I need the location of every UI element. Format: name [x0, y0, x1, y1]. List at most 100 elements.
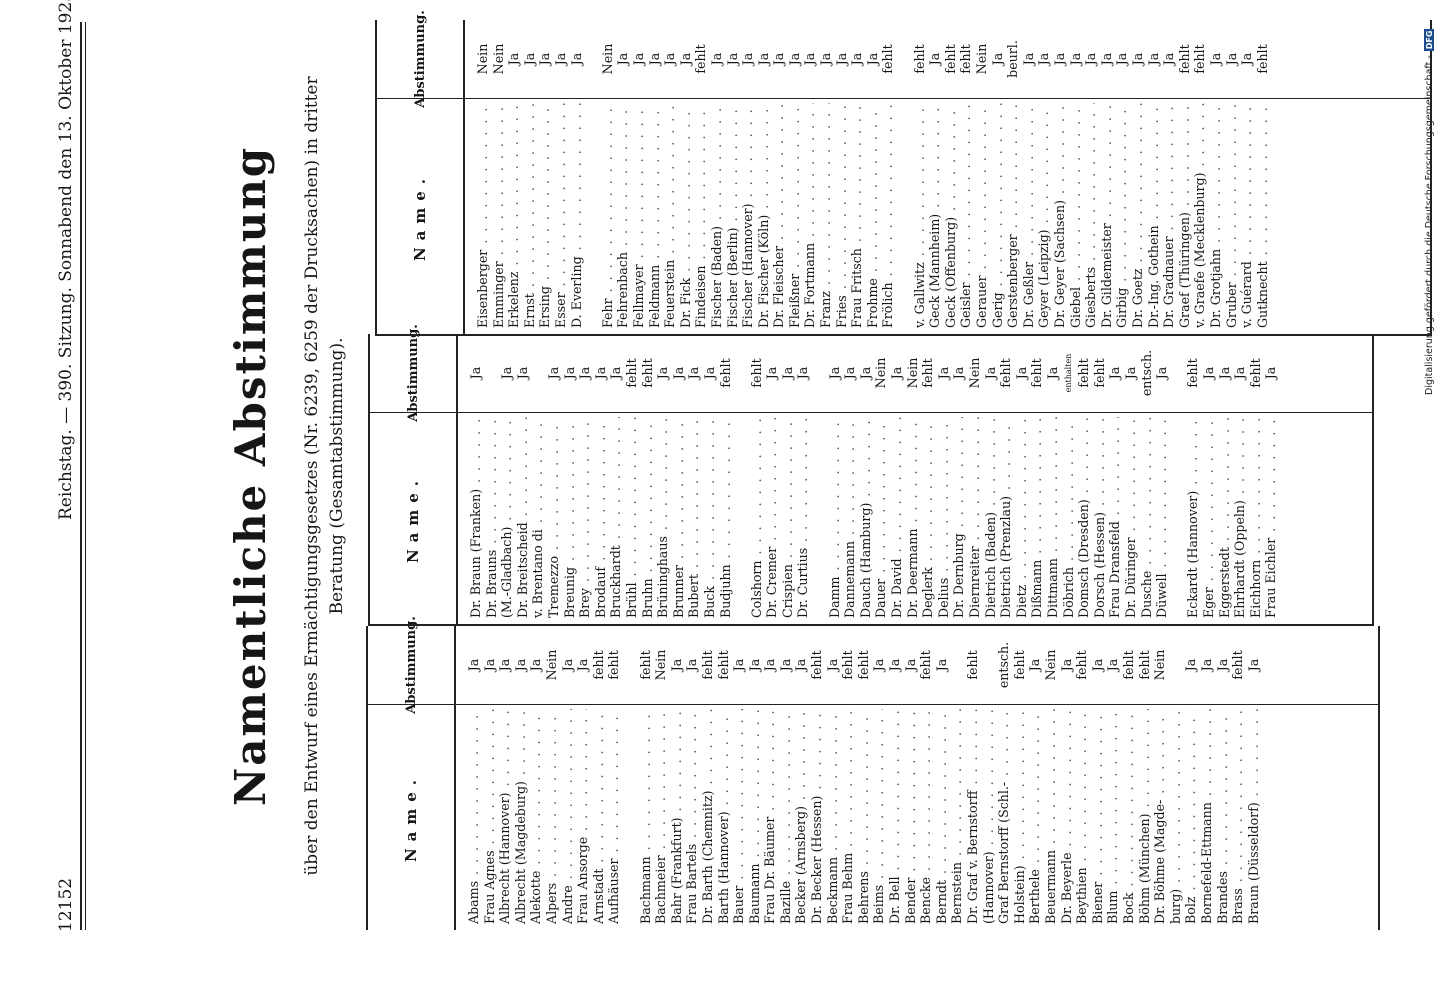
- table-row-name: Bubert . . . . . . . . . . . . . . . . .…: [686, 417, 702, 618]
- leader-dots: . . . . . . . . . . . . . . . . . . . .: [1232, 417, 1247, 500]
- table-row-name: Dr. Gildemeister . . . . . . . . . . . .…: [1099, 103, 1115, 328]
- table-row-vote: Ja: [842, 366, 858, 380]
- table-row-vote: Ja: [1020, 52, 1036, 66]
- vote-list: Ja Ja Ja Ja Ja Nein Ja Ja fehlt fehlt fehlt Nein Ja J…: [456, 626, 1378, 705]
- table-row-name: Alpers . . . . . . . . . . . . . . . . .…: [544, 709, 560, 924]
- table-row-vote: fehlt: [699, 650, 715, 680]
- table-row-name: Bock . . . . . . . . . . . . . . . . . .…: [1121, 709, 1137, 924]
- leader-dots: . . . . . . . . . . . . . . . . . . . .: [506, 103, 522, 272]
- document-subtitle: über den Entwurf eines Ermächtigungsgese…: [300, 22, 350, 930]
- table-row-vote: Ja: [1027, 658, 1043, 672]
- table-row-vote: fehlt: [809, 650, 825, 680]
- table-row-name: Brühl . . . . . . . . . . . . . . . . . …: [624, 417, 640, 618]
- table-row-vote: Ja: [481, 658, 497, 672]
- leader-dots: . . . . . . . . . . . . . . . . . . . .: [1216, 417, 1232, 548]
- table-row-name: Berthele . . . . . . . . . . . . . . . .…: [1027, 709, 1043, 924]
- table-row-name: Gutknecht . . . . . . . . . . . . . . . …: [1255, 103, 1271, 328]
- leader-dots: . . . . . . . . . . . . . . . . . . . .: [1067, 103, 1083, 287]
- leader-dots: . . . . . . . . . . . . . . . . . . . .: [880, 103, 896, 283]
- leader-dots: . . . . . . . . . . . . . . . . . . . .: [889, 417, 905, 559]
- table-row-name: Bornefeld-Ettmann . . . . . . . . . . . …: [1199, 709, 1215, 924]
- leader-dots: . . . . . . . . . . . . . . . . . . . .: [577, 417, 593, 589]
- table-row-name: Frau Fritsch . . . . . . . . . . . . . .…: [849, 103, 865, 328]
- leader-dots: . . . . . . . . . . . . . . . . . . . .: [1036, 103, 1052, 230]
- table-row-name: Beims . . . . . . . . . . . . . . . . . …: [871, 709, 887, 924]
- table-row-name: Franz . . . . . . . . . . . . . . . . . …: [818, 103, 834, 328]
- leader-dots: . . . . . . . . . . . . . . . . . . . .: [1027, 709, 1043, 870]
- leader-dots: . . . . . . . . . . . . . . . . . . . .: [701, 417, 717, 586]
- table-row-vote: Nein: [490, 43, 506, 75]
- table-row-vote: Ja: [933, 658, 949, 672]
- leader-dots: . . . . . . . . . . . . . . . . . . . .: [1107, 417, 1122, 521]
- table-row-vote: fehlt: [942, 44, 958, 74]
- leader-dots: . . . . . . . . . . . . . . . . . . . .: [980, 709, 996, 852]
- vote-table-column-2: Name. Abstimmung. Dr. Braun (Franken) . …: [368, 324, 1374, 626]
- table-row-vote: Ja: [951, 366, 967, 380]
- vote-table-column-3: Name. Abstimmung. Eisenberger . . . . . …: [375, 10, 1432, 336]
- table-row-vote: fehlt: [748, 358, 764, 388]
- table-row-vote: Ja: [512, 658, 528, 672]
- table-row-vote: [530, 334, 546, 412]
- table-row-name: Fischer (Hannover) . . . . . . . . . . .…: [740, 103, 756, 328]
- leader-dots: . . . . . . . . . . . . . . . . . . . .: [949, 709, 965, 863]
- leader-dots: . . . . . . . . . . . . . . . . . . . .: [1199, 709, 1214, 802]
- table-row-vote: Ja: [724, 52, 740, 66]
- table-row-name: Brandes . . . . . . . . . . . . . . . . …: [1215, 709, 1231, 924]
- leader-dots: . . . . . . . . . . . . . . . . . . . .: [748, 417, 764, 561]
- name-list: Dr. Braun (Franken) . . . . . . . . . . …: [458, 413, 1372, 624]
- leader-dots: . . . . . . . . . . . . . . . . . . . .: [590, 709, 606, 869]
- table-row-vote: fehlt: [958, 44, 974, 74]
- vote-list: Ja Ja Ja Ja Ja Ja Ja Ja fehlt fehlt Ja Ja Ja Ja fehlt f…: [458, 334, 1372, 413]
- leader-dots: . . . . . . . . . . . . . . . . . . . .: [490, 103, 506, 262]
- table-row-name: Dr. Geyer (Sachsen) . . . . . . . . . . …: [1052, 103, 1068, 328]
- table-row-vote: Nein: [599, 43, 615, 75]
- table-row-vote: Ja: [764, 366, 780, 380]
- table-row-name: Beckmann . . . . . . . . . . . . . . . .…: [825, 709, 841, 924]
- table-row-name: Frau Agnes . . . . . . . . . . . . . . .…: [482, 709, 498, 924]
- table-row-name: Frau Behm . . . . . . . . . . . . . . . …: [840, 709, 856, 924]
- table-row-vote: Ja: [552, 52, 568, 66]
- table-row-vote: Ja: [499, 366, 515, 380]
- table-row-vote: beurl.: [1005, 40, 1021, 78]
- leader-dots: . . . . . . . . . . . . . . . . . . . .: [716, 709, 731, 811]
- table-row-vote: Ja: [662, 52, 678, 66]
- table-row-name: Beythien . . . . . . . . . . . . . . . .…: [1074, 709, 1090, 924]
- table-row-vote: Ja: [889, 366, 905, 380]
- vote-header: Abstimmung.: [368, 616, 454, 714]
- table-row-vote: Ja: [466, 658, 481, 672]
- table-row-name: [733, 417, 749, 618]
- subtitle-line-1: über den Entwurf eines Ermächtigungsgese…: [302, 76, 322, 876]
- table-row-name: v. Brentano di . . . . . . . . . . . . .…: [530, 417, 546, 618]
- table-row-vote: Ja: [559, 658, 575, 672]
- table-row-name: Dr. Breitscheid . . . . . . . . . . . . …: [515, 417, 531, 618]
- table-row-name: v. Graefe (Mecklenburg) . . . . . . . . …: [1192, 103, 1208, 328]
- table-row-vote: fehlt: [1254, 44, 1270, 74]
- table-row-name: v. Guérard . . . . . . . . . . . . . . .…: [1239, 103, 1255, 328]
- table-row-name: Brüninghaus . . . . . . . . . . . . . . …: [655, 417, 671, 618]
- table-row-name: Blum . . . . . . . . . . . . . . . . . .…: [1105, 709, 1121, 924]
- leader-dots: . . . . . . . . . . . . . . . . . . . .: [1247, 417, 1263, 560]
- table-row-vote: Ja: [684, 658, 700, 672]
- vote-table-column-1: Name. Abstimmung. Abams . . . . . . . . …: [366, 616, 1380, 930]
- leader-dots: . . . . . . . . . . . . . . . . . . . .: [592, 417, 608, 567]
- table-row-name: Diernreiter . . . . . . . . . . . . . . …: [967, 417, 983, 618]
- table-row-name: Bachmeier . . . . . . . . . . . . . . . …: [653, 709, 669, 924]
- leader-dots: . . . . . . . . . . . . . . . . . . . .: [762, 709, 777, 817]
- leader-dots: . . . . . . . . . . . . . . . . . . . .: [1020, 103, 1036, 262]
- table-row-vote: Ja: [1263, 366, 1279, 380]
- leader-dots: . . . . . . . . . . . . . . . . . . . .: [530, 417, 545, 529]
- table-row-name: Arnstadt . . . . . . . . . . . . . . . .…: [591, 709, 607, 924]
- table-row-vote: Ja: [989, 52, 1005, 66]
- table-row-vote: Ja: [1239, 52, 1255, 66]
- credit-text: Digitalisierung gefördert durch die Deut…: [1423, 55, 1434, 395]
- name-list: Abams . . . . . . . . . . . . . . . . . …: [456, 705, 1378, 930]
- header-rule-thin: [85, 22, 86, 930]
- table-row-name: [1170, 417, 1186, 618]
- table-row-vote: Ja: [802, 52, 818, 66]
- table-row-vote: Ja: [497, 658, 513, 672]
- table-row-vote: [733, 334, 749, 412]
- leader-dots: . . . . . . . . . . . . . . . . . . . .: [731, 709, 747, 886]
- leader-dots: . . . . . . . . . . . . . . . . . . . .: [615, 103, 631, 253]
- running-header: 12152 Reichstag. — 390. Sitzung. Sonnabe…: [56, 0, 82, 990]
- leader-dots: . . . . . . . . . . . . . . . . . . . .: [943, 103, 958, 217]
